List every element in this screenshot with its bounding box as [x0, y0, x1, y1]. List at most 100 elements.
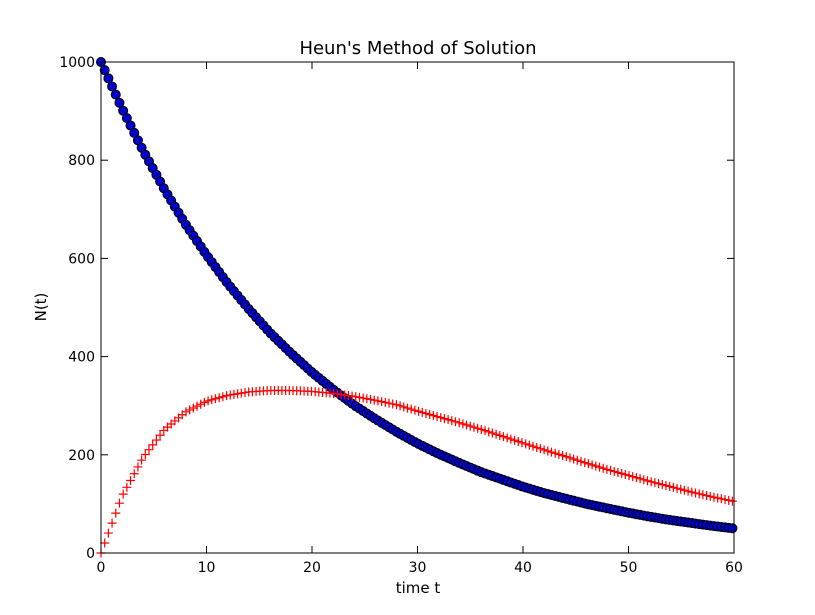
data-point: [513, 436, 523, 446]
x-tick-label: 30: [409, 560, 427, 576]
data-point: [565, 453, 575, 463]
data-point: [428, 411, 438, 421]
data-point: [103, 528, 113, 538]
series-1-circle-markers: [96, 57, 738, 534]
data-point: [454, 418, 464, 428]
data-point: [698, 490, 708, 500]
data-point: [694, 489, 704, 499]
data-point: [432, 412, 442, 422]
data-point: [203, 396, 213, 406]
data-point: [639, 475, 649, 485]
data-point: [99, 65, 110, 76]
data-point: [473, 423, 483, 433]
data-point: [672, 483, 682, 493]
data-point: [388, 399, 398, 409]
data-point: [118, 489, 128, 499]
data-point: [713, 493, 723, 503]
data-point: [425, 409, 435, 419]
series-2-plus-markers: [96, 385, 737, 558]
data-point: [569, 454, 579, 464]
data-point: [606, 465, 616, 475]
x-tick-label: 60: [725, 560, 743, 576]
data-point: [720, 495, 730, 505]
data-point: [110, 89, 121, 100]
data-point: [532, 442, 542, 452]
data-point: [476, 424, 486, 434]
plot-area: 0 10 20 30 40 50 60 0 200 400 600 800 1000: [59, 55, 743, 576]
chart-title: Heun's Method of Solution: [299, 38, 536, 59]
data-point: [572, 455, 582, 465]
data-point: [384, 398, 394, 408]
series-layer: [96, 57, 738, 558]
data-point: [724, 495, 734, 505]
data-point: [620, 470, 630, 480]
data-point: [373, 396, 383, 406]
data-point: [122, 482, 132, 492]
y-tick-label: 600: [68, 251, 95, 267]
data-point: [137, 455, 147, 465]
data-point: [558, 450, 568, 460]
data-point: [218, 392, 228, 402]
data-point: [510, 435, 520, 445]
data-point: [687, 487, 697, 497]
data-point: [362, 394, 372, 404]
data-point: [617, 469, 627, 479]
data-point: [185, 405, 195, 415]
data-point: [602, 464, 612, 474]
data-point: [709, 492, 719, 502]
data-point: [151, 435, 161, 445]
data-point: [550, 448, 560, 458]
data-point: [583, 459, 593, 469]
data-point: [484, 427, 494, 437]
data-point: [624, 471, 634, 481]
data-point: [354, 392, 364, 402]
data-point: [100, 538, 110, 548]
data-point: [358, 393, 368, 403]
data-point: [439, 414, 449, 424]
y-tick-label: 200: [68, 448, 95, 464]
data-point: [690, 488, 700, 498]
data-point: [554, 449, 564, 459]
data-point: [114, 498, 124, 508]
y-axis-ticks: 0 200 400 600 800 1000: [59, 55, 734, 562]
data-point: [447, 416, 457, 426]
data-point: [487, 428, 497, 438]
data-point: [443, 415, 453, 425]
data-point: [366, 394, 376, 404]
data-point: [207, 395, 217, 405]
data-point: [517, 438, 527, 448]
plot-background: [101, 62, 734, 553]
data-point: [240, 388, 250, 398]
data-point: [591, 461, 601, 471]
x-axis-label: time t: [396, 579, 441, 597]
data-point: [679, 485, 689, 495]
x-tick-label: 0: [97, 560, 106, 576]
data-point: [594, 462, 604, 472]
data-point: [129, 469, 139, 479]
x-tick-label: 50: [620, 560, 638, 576]
data-point: [683, 486, 693, 496]
data-point: [587, 460, 597, 470]
data-point: [410, 405, 420, 415]
data-point: [598, 463, 608, 473]
data-point: [628, 472, 638, 482]
data-point: [114, 97, 125, 108]
y-tick-label: 1000: [59, 55, 95, 71]
data-point: [465, 421, 475, 431]
data-point: [144, 445, 154, 455]
y-tick-label: 0: [86, 546, 95, 562]
data-point: [535, 444, 545, 454]
data-point: [236, 388, 246, 398]
data-point: [192, 401, 202, 411]
data-point: [103, 73, 114, 84]
data-point: [521, 439, 531, 449]
data-point: [229, 389, 239, 399]
data-point: [225, 390, 235, 400]
x-tick-label: 20: [303, 560, 321, 576]
data-point: [668, 482, 678, 492]
x-tick-label: 40: [514, 560, 532, 576]
data-point: [642, 476, 652, 486]
data-point: [609, 466, 619, 476]
data-point: [369, 395, 379, 405]
